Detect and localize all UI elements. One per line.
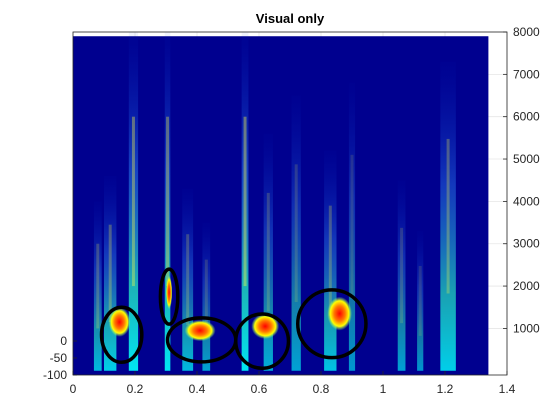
left-tick-label: 0 bbox=[60, 334, 67, 348]
x-tick-label: 0.8 bbox=[313, 382, 330, 396]
spectral-band-core bbox=[243, 116, 247, 287]
x-tick-label: 0.2 bbox=[127, 382, 144, 396]
left-tick-label: -100 bbox=[43, 368, 67, 382]
x-tick-label: 0.4 bbox=[189, 382, 206, 396]
y-tick-label: 1000 bbox=[513, 321, 540, 335]
spectral-band bbox=[263, 133, 273, 371]
spectral-band-core bbox=[266, 192, 270, 312]
spectral-band bbox=[182, 188, 194, 371]
spectral-band bbox=[417, 231, 424, 371]
spectral-band-core bbox=[108, 224, 112, 323]
spectral-band bbox=[348, 82, 356, 371]
x-tick-label: 0.6 bbox=[251, 382, 268, 396]
axes-box bbox=[72, 31, 508, 376]
spectral-band-core bbox=[166, 116, 170, 287]
spectral-band-core bbox=[131, 116, 135, 287]
energy-hotspot bbox=[108, 307, 131, 337]
x-axis: 0 0.2 0.4 0.6 0.8 1 1.2 1.4 bbox=[70, 371, 516, 396]
x-tick-label: 1 bbox=[380, 382, 387, 396]
y-tick-label: 7000 bbox=[513, 67, 540, 81]
annotation-ellipse bbox=[158, 267, 180, 326]
left-tick-label: -50 bbox=[50, 351, 68, 365]
spectral-band bbox=[241, 32, 249, 371]
y-tick-label: 8000 bbox=[513, 25, 540, 39]
spectral-band bbox=[440, 61, 456, 371]
energy-hotspots bbox=[108, 275, 352, 342]
energy-hotspot bbox=[166, 275, 173, 310]
spectral-band-core bbox=[204, 259, 208, 334]
spectral-band bbox=[93, 201, 102, 371]
chart-title: Visual only bbox=[256, 11, 325, 26]
y-tick-label: 2000 bbox=[513, 279, 540, 293]
annotation-ellipse bbox=[296, 288, 368, 360]
spectral-band-core bbox=[294, 164, 298, 302]
x-tick-label: 1.2 bbox=[437, 382, 454, 396]
spectral-band-core bbox=[400, 227, 404, 324]
spectral-band bbox=[291, 95, 301, 371]
energy-hotspot bbox=[251, 313, 280, 340]
y-axis-right: 1000 2000 3000 4000 5000 6000 7000 8000 bbox=[503, 25, 540, 335]
y-tick-label: 6000 bbox=[513, 110, 540, 124]
spectral-band bbox=[397, 180, 406, 371]
y-tick-label: 4000 bbox=[513, 194, 540, 208]
energy-hotspot bbox=[327, 296, 352, 331]
spectral-bands bbox=[93, 32, 456, 371]
annotation-ellipse bbox=[99, 305, 144, 365]
spectral-band bbox=[128, 32, 139, 371]
annotation-ellipse bbox=[234, 312, 291, 370]
y-tick-label: 3000 bbox=[513, 237, 540, 251]
spectral-band bbox=[202, 222, 211, 371]
y-axis-left: 0 -50 -100 bbox=[43, 334, 77, 382]
annotation-circles bbox=[99, 267, 368, 370]
spectral-band-core bbox=[328, 205, 332, 316]
spectral-band-core bbox=[446, 138, 450, 294]
spectral-band-core bbox=[418, 265, 422, 336]
energy-hotspot bbox=[184, 319, 216, 342]
x-tick-label: 1.4 bbox=[499, 382, 516, 396]
spectral-band-core bbox=[186, 234, 190, 326]
y-tick-label: 5000 bbox=[513, 152, 540, 166]
spectral-band-core bbox=[350, 154, 354, 299]
spectral-band bbox=[164, 32, 171, 371]
x-tick-label: 0 bbox=[70, 382, 77, 396]
spectral-band-core bbox=[96, 243, 100, 329]
